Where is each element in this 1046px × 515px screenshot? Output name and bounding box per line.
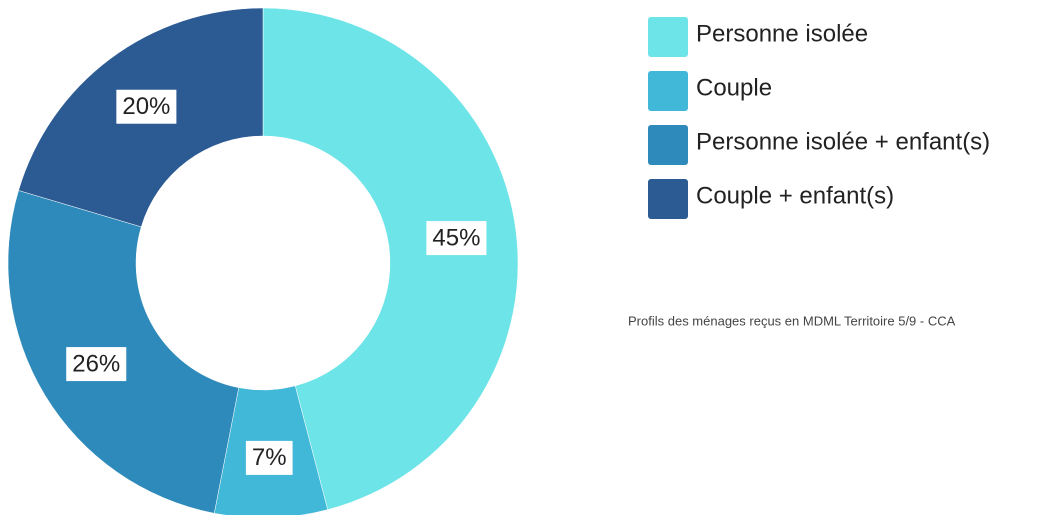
data-label: 7% — [252, 444, 287, 471]
data-label: 45% — [432, 224, 480, 251]
data-label: 20% — [122, 93, 170, 120]
legend-label: Couple — [696, 74, 772, 101]
legend-swatch — [648, 125, 688, 165]
legend-swatch — [648, 71, 688, 111]
label-box — [426, 221, 487, 256]
data-label: 26% — [72, 350, 120, 377]
legend-label: Personne isolée + enfant(s) — [696, 128, 990, 155]
legend-label: Personne isolée — [696, 20, 868, 47]
label-box — [116, 89, 177, 124]
legend-label: Couple + enfant(s) — [696, 182, 894, 209]
legend-swatch — [648, 179, 688, 219]
chart-caption: Profils des ménages reçus en MDML Territ… — [628, 313, 956, 328]
donut-slice — [262, 7, 519, 510]
label-box — [245, 440, 293, 475]
legend-swatch — [648, 17, 688, 57]
label-box — [66, 347, 127, 382]
